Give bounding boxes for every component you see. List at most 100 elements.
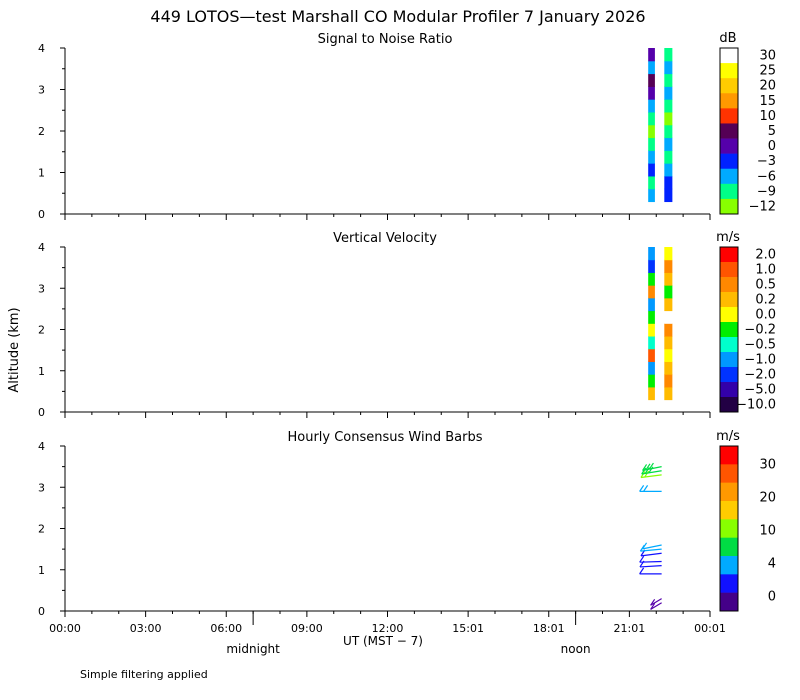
- legend-label: −0.2: [744, 323, 776, 338]
- heatmap-cell: [664, 111, 673, 126]
- legend-border: [719, 246, 739, 413]
- panel-2: Vertical Velocity m/s 0 1 2 3 4 2.01.00.50.20.0…: [38, 230, 776, 419]
- barb-feather: [641, 467, 647, 475]
- barb-staff: [642, 466, 662, 472]
- wind-barb: [641, 466, 662, 475]
- heatmap-cell: [664, 163, 673, 177]
- heatmap-cell: [664, 336, 673, 350]
- heatmap-cell: [648, 285, 655, 299]
- barb-feather: [640, 471, 646, 478]
- heatmap-cell: [664, 386, 673, 401]
- legend-swatch: [720, 78, 738, 94]
- barb-feather: [642, 464, 648, 471]
- legend-label: −5.0: [744, 383, 776, 398]
- heatmap-cell: [648, 99, 655, 113]
- legend-label: −12: [749, 199, 776, 214]
- legend-label: −6: [757, 169, 776, 184]
- barb-feather: [644, 467, 650, 474]
- heatmap-cell: [648, 361, 655, 375]
- legend-swatch: [720, 337, 738, 353]
- wind-barb: [639, 555, 662, 563]
- data-column-2: [664, 247, 673, 401]
- legend-label: 10: [759, 109, 776, 124]
- legend-label: 30: [759, 458, 776, 473]
- legend-border: [719, 47, 739, 215]
- y-tick-label: 3: [38, 282, 45, 295]
- heatmap-cell: [648, 60, 655, 75]
- legend-units: m/s: [716, 230, 740, 245]
- panel-title: Hourly Consensus Wind Barbs: [287, 430, 482, 445]
- legend-label: 15: [759, 94, 776, 109]
- barb-staff: [642, 544, 662, 550]
- x-tick-label: 15:01: [452, 622, 484, 635]
- legend-label: −9: [757, 184, 776, 199]
- legend-swatch: [720, 464, 738, 483]
- legend-units: m/s: [716, 429, 740, 444]
- x-tick-label: 00:00: [49, 622, 81, 635]
- x-tick-label: 03:00: [130, 622, 162, 635]
- wind-barb: [642, 542, 662, 550]
- x-tick-label: 12:00: [372, 622, 404, 635]
- legend-swatch: [720, 153, 738, 170]
- legend-swatch: [720, 556, 738, 575]
- barb-feather: [639, 555, 645, 563]
- y-tick-label: 3: [38, 84, 45, 97]
- legend-swatch: [720, 48, 738, 64]
- legend-swatch: [720, 352, 738, 368]
- legend-label: 20: [759, 79, 776, 94]
- wind-barb: [642, 462, 662, 472]
- legend-swatch: [720, 247, 738, 263]
- heatmap-cell: [664, 137, 673, 151]
- figure-title: 449 LOTOS—test Marshall CO Modular Profi…: [150, 7, 645, 26]
- y-tick-label: 3: [38, 481, 45, 494]
- wind-barb: [640, 470, 662, 479]
- y-tick-label: 0: [38, 605, 45, 618]
- y-tick-label: 2: [38, 324, 45, 337]
- legend-label: 5: [768, 124, 776, 139]
- legend-colorbar: 30 20 10 4 0: [719, 445, 776, 612]
- legend-label: −3: [757, 154, 776, 169]
- wind-barb: [639, 567, 662, 575]
- legend-swatch: [720, 63, 738, 79]
- heatmap-cell: [664, 60, 673, 75]
- heatmap-cell: [664, 361, 673, 375]
- heatmap-cell: [648, 323, 655, 337]
- legend-swatch: [720, 501, 738, 520]
- x-tick-label: 18:01: [533, 622, 565, 635]
- legend-swatch: [720, 519, 738, 538]
- y-tick-label: 4: [38, 241, 45, 254]
- legend-label: 0.5: [755, 278, 776, 293]
- data-column-1: [648, 247, 655, 401]
- legend-label: 4: [768, 557, 776, 572]
- y-tick-label: 4: [38, 42, 45, 55]
- barb-feather: [639, 485, 645, 492]
- local-time-label: midnight: [226, 642, 280, 656]
- legend-swatch: [720, 482, 738, 502]
- heatmap-cell: [664, 124, 673, 139]
- x-tick-label: 06:00: [210, 622, 242, 635]
- legend-label: −2.0: [744, 368, 776, 383]
- heatmap-cell: [664, 285, 673, 299]
- y-tick-label: 1: [38, 564, 45, 577]
- heatmap-cell: [664, 247, 673, 261]
- legend-swatch: [720, 183, 738, 200]
- barb-feather: [648, 466, 654, 474]
- heatmap-cell: [664, 323, 673, 337]
- barb-staff: [639, 565, 662, 568]
- legend-swatch: [720, 123, 738, 139]
- legend-label: 25: [759, 64, 776, 79]
- y-tick-label: 2: [38, 523, 45, 536]
- legend-swatch: [720, 93, 738, 109]
- heatmap-cell: [648, 272, 655, 286]
- x-tick-label: 09:00: [291, 622, 323, 635]
- heatmap-cell: [664, 99, 673, 113]
- heatmap-cell: [648, 73, 655, 87]
- x-tick-label: 21:01: [614, 622, 646, 635]
- legend-swatch: [720, 322, 738, 338]
- data-column-1: [648, 48, 655, 203]
- heatmap-cell: [648, 175, 655, 190]
- y-tick-label: 0: [38, 208, 45, 221]
- local-time-label: noon: [561, 642, 591, 656]
- panel-title: Vertical Velocity: [333, 231, 437, 246]
- barb-feather: [648, 462, 654, 470]
